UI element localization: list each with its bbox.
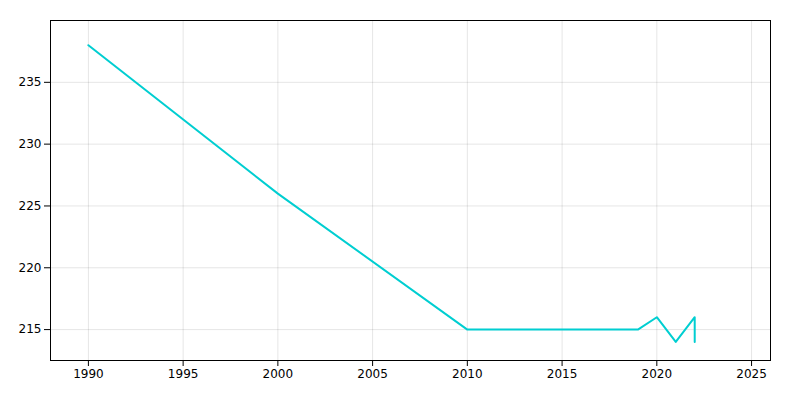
svg-text:1990: 1990: [73, 367, 104, 381]
svg-text:2025: 2025: [736, 367, 767, 381]
svg-text:2020: 2020: [642, 367, 673, 381]
svg-text:2015: 2015: [547, 367, 578, 381]
svg-text:215: 215: [19, 322, 42, 336]
svg-text:2000: 2000: [263, 367, 294, 381]
svg-text:235: 235: [19, 75, 42, 89]
svg-text:225: 225: [19, 199, 42, 213]
svg-text:1995: 1995: [168, 367, 199, 381]
svg-text:2010: 2010: [452, 367, 483, 381]
svg-text:220: 220: [19, 261, 42, 275]
svg-text:2005: 2005: [357, 367, 388, 381]
svg-text:230: 230: [19, 137, 42, 151]
